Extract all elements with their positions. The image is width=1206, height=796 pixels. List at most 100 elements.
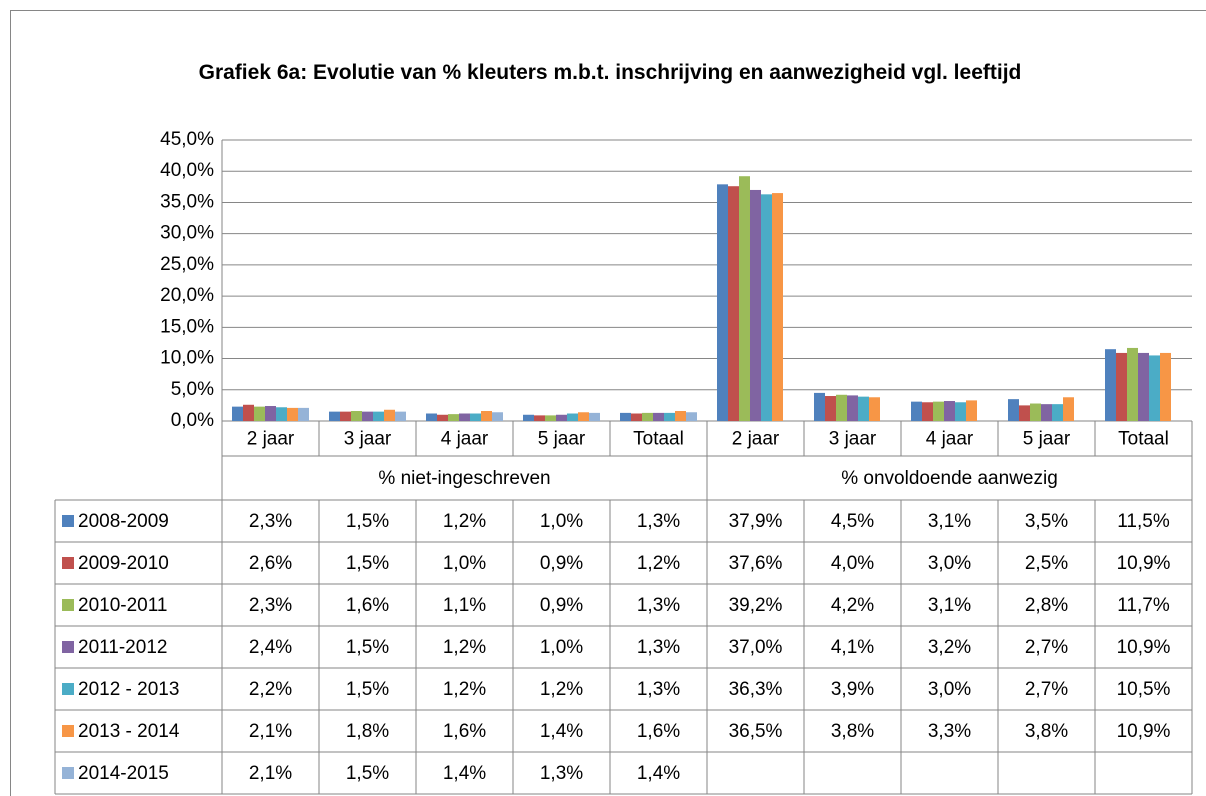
data-label: 1,6% [637,721,680,742]
bar [1116,352,1127,421]
bar [944,401,955,421]
x-tick-label: 2 jaar [732,429,780,450]
data-label: 1,3% [637,511,680,532]
bar [1019,405,1030,421]
data-label: 1,0% [443,553,486,574]
x-tick-label: 5 jaar [538,429,586,450]
bar [1030,403,1041,421]
bar [567,413,578,421]
legend-swatch [62,515,74,527]
bar [750,189,761,421]
bar [675,411,686,421]
bar [772,193,783,421]
data-label: 37,6% [729,553,783,574]
data-label: 2,7% [1025,679,1068,700]
bar [1063,397,1074,421]
bar [858,396,869,421]
bar [955,402,966,421]
data-label: 2,6% [249,553,292,574]
legend-label: 2014-2015 [78,763,169,784]
data-label: 11,7% [1117,595,1170,616]
data-label: 2,1% [249,721,292,742]
legend-label: 2012 - 2013 [78,679,179,700]
data-label: 1,5% [346,637,389,658]
legend-label: 2009-2010 [78,553,169,574]
x-tick-label: 2 jaar [247,429,295,450]
data-label: 4,0% [831,553,874,574]
data-label: 1,2% [540,679,583,700]
bar [523,414,534,421]
bar [653,412,664,421]
y-tick-label: 15,0% [160,316,214,337]
x-tick-label: 5 jaar [1023,429,1071,450]
data-label: 2,3% [249,595,292,616]
data-label: 1,3% [637,637,680,658]
data-label: 1,3% [637,679,680,700]
bar [825,396,836,421]
data-label: 1,2% [443,511,486,532]
group-label: % niet-ingeschreven [378,468,550,489]
legend-swatch [62,641,74,653]
bar [481,411,492,421]
y-tick-label: 35,0% [160,191,214,212]
data-label: 1,5% [346,553,389,574]
data-label: 1,0% [540,511,583,532]
data-label: 36,3% [729,679,783,700]
x-tick-label: Totaal [633,429,684,450]
data-label: 3,2% [928,637,971,658]
x-tick-label: Totaal [1118,429,1169,450]
data-label: 1,5% [346,763,389,784]
data-label: 3,0% [928,553,971,574]
data-label: 2,3% [249,511,292,532]
bar [362,411,373,421]
bar [254,406,265,421]
y-tick-label: 30,0% [160,223,214,244]
legend-label: 2010-2011 [78,595,167,616]
data-label: 4,1% [831,637,874,658]
legend-swatch [62,599,74,611]
bar [761,194,772,421]
data-label: 3,8% [831,721,874,742]
legend-swatch [62,725,74,737]
data-label: 3,1% [928,595,971,616]
data-label: 1,1% [443,595,486,616]
x-tick-label: 4 jaar [441,429,489,450]
bar [1138,352,1149,421]
data-label: 37,0% [729,637,783,658]
data-label: 1,6% [346,595,389,616]
y-tick-label: 20,0% [160,285,214,306]
legend-label: 2008-2009 [78,511,169,532]
bar [470,413,481,421]
bar [620,412,631,421]
x-tick-label: 3 jaar [829,429,877,450]
bar [276,407,287,421]
bar [728,186,739,421]
data-label: 2,2% [249,679,292,700]
bar [664,412,675,421]
data-label: 0,9% [540,595,583,616]
bar [686,412,697,421]
bar [1008,399,1019,421]
legend-swatch [62,767,74,779]
bar [1052,404,1063,421]
data-label: 37,9% [729,511,783,532]
y-tick-label: 10,0% [160,348,214,369]
data-label: 3,8% [1025,721,1068,742]
bar [351,411,362,421]
data-label: 2,8% [1025,595,1068,616]
bar [437,414,448,421]
data-label: 1,2% [443,637,486,658]
bar [243,404,254,421]
data-label: 1,4% [443,763,486,784]
bar [556,414,567,421]
y-tick-label: 5,0% [171,379,214,400]
bar [448,414,459,421]
legend-label: 2013 - 2014 [78,721,180,742]
x-tick-label: 4 jaar [926,429,974,450]
bar [534,415,545,421]
bar [836,394,847,421]
data-label: 0,9% [540,553,583,574]
bar [545,415,556,421]
